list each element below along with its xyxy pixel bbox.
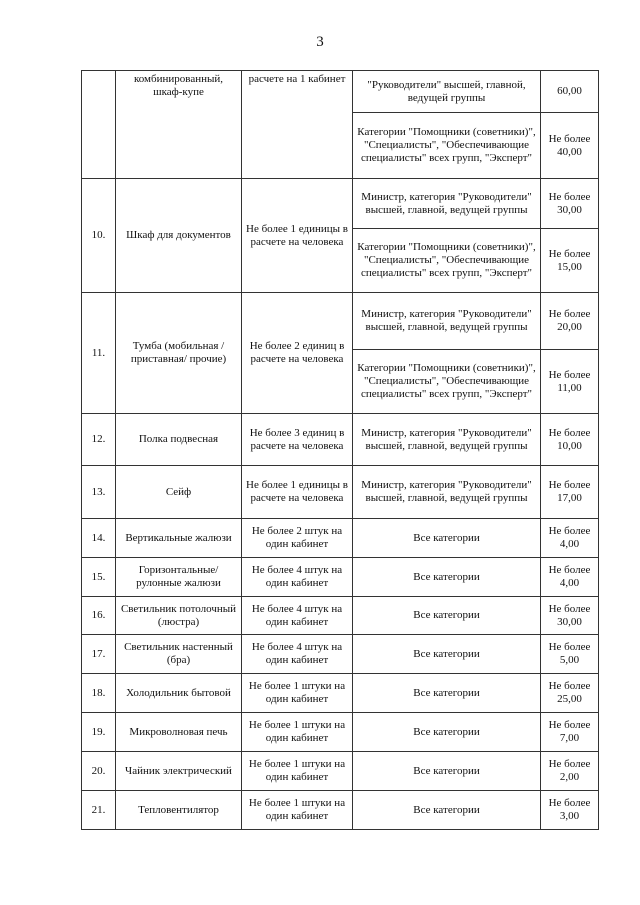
item-number: 12. xyxy=(81,413,116,466)
item-number: 14. xyxy=(81,518,116,558)
table-row: Категории "Помощники (советники)", "Спец… xyxy=(82,112,599,179)
item-name: Светильник потолочный (люстра) xyxy=(115,596,242,635)
table-row: 10. Шкаф для документов Не более 1 единицы… xyxy=(81,178,599,293)
item-number: 11. xyxy=(81,292,116,414)
item-category: Все категории xyxy=(352,712,541,752)
item-price: Не более 17,00 xyxy=(540,465,599,519)
item-number: 20. xyxy=(81,751,116,791)
item-number: 10. xyxy=(81,178,116,293)
item-name: Микроволновая печь xyxy=(115,712,242,752)
item-price: Не более 15,00 xyxy=(540,228,599,293)
item-price: Не более 11,00 xyxy=(540,349,599,414)
item-price: Не более 4,00 xyxy=(540,557,599,597)
item-price: Не более 20,00 xyxy=(540,292,599,350)
item-price: Не более 25,00 xyxy=(540,673,599,713)
table-row: 17. Светильник настенный (бра) Не более 4 … xyxy=(81,634,599,674)
item-category: Все категории xyxy=(352,751,541,791)
table-row: 18. Холодильник бытовой Не более 1 штуки н… xyxy=(81,673,599,713)
item-price: Не более 10,00 xyxy=(540,413,599,466)
item-price: 60,00 xyxy=(540,70,599,113)
table-row: 21. Тепловентилятор Не более 1 штуки на од… xyxy=(81,790,599,830)
table-row: Категории "Помощники (советники)", "Спец… xyxy=(82,349,599,414)
item-category: Министр, категория "Руководители" высшей… xyxy=(352,178,541,229)
item-norm: Не более 4 штук на один кабинет xyxy=(241,634,353,674)
item-norm: Не более 1 единицы в расчете на человека xyxy=(241,178,353,293)
item-norm: Не более 2 единиц в расчете на человека xyxy=(241,292,353,414)
item-price: Не более 5,00 xyxy=(540,634,599,674)
item-name: комбинированный, шкаф-купе xyxy=(115,70,242,179)
item-category: Все категории xyxy=(352,634,541,674)
item-number: 17. xyxy=(81,634,116,674)
item-number: 15. xyxy=(81,557,116,597)
item-name: Чайник электрический xyxy=(115,751,242,791)
item-price: Не более 30,00 xyxy=(540,178,599,229)
item-norm: Не более 4 штук на один кабинет xyxy=(241,557,353,597)
table-row: 11. Тумба (мобильная /приставная/ прочие)… xyxy=(81,292,599,414)
table-row: 16. Светильник потолочный (люстра) Не боле… xyxy=(81,596,599,635)
table-row: 20. Чайник электрический Не более 1 штуки … xyxy=(81,751,599,791)
item-number: 21. xyxy=(81,790,116,830)
item-number: 13. xyxy=(81,465,116,519)
table-row: 14. Вертикальные жалюзи Не более 2 штук на… xyxy=(81,518,599,558)
table-row: 12. Полка подвесная Не более 3 единиц в ра… xyxy=(81,413,599,466)
norms-table: комбинированный, шкаф-купе расчете на 1 к… xyxy=(81,70,599,830)
item-norm: Не более 4 штук на один кабинет xyxy=(241,596,353,635)
table-row: 19. Микроволновая печь Не более 1 штуки на… xyxy=(81,712,599,752)
table-row: комбинированный, шкаф-купе расчете на 1 к… xyxy=(81,70,599,179)
item-price: Не более 2,00 xyxy=(540,751,599,791)
item-price: Не более 4,00 xyxy=(540,518,599,558)
item-number: 16. xyxy=(81,596,116,635)
item-category: Министр, категория "Руководители" высшей… xyxy=(352,465,541,519)
item-category: Все категории xyxy=(352,596,541,635)
item-name: Холодильник бытовой xyxy=(115,673,242,713)
item-norm: Не более 1 штуки на один кабинет xyxy=(241,712,353,752)
item-price: Не более 7,00 xyxy=(540,712,599,752)
item-category: Категории "Помощники (советники)", "Спец… xyxy=(352,112,541,179)
item-norm: Не более 1 штуки на один кабинет xyxy=(241,790,353,830)
item-name: Светильник настенный (бра) xyxy=(115,634,242,674)
item-price: Не более 30,00 xyxy=(540,596,599,635)
item-category: "Руководители" высшей, главной, ведущей … xyxy=(352,70,541,113)
table-row: Категории "Помощники (советники)", "Спец… xyxy=(82,228,599,293)
item-name: Шкаф для документов xyxy=(115,178,242,293)
item-price: Не более 40,00 xyxy=(540,112,599,179)
item-category: Все категории xyxy=(352,673,541,713)
item-category: Все категории xyxy=(352,790,541,830)
item-norm: расчете на 1 кабинет xyxy=(241,70,353,179)
item-name: Сейф xyxy=(115,465,242,519)
item-name: Вертикальные жалюзи xyxy=(115,518,242,558)
item-category: Категории "Помощники (советники)", "Спец… xyxy=(352,349,541,414)
item-category: Министр, категория "Руководители" высшей… xyxy=(352,413,541,466)
item-number xyxy=(81,70,116,179)
item-norm: Не более 3 единиц в расчете на человека xyxy=(241,413,353,466)
item-norm: Не более 1 штуки на один кабинет xyxy=(241,673,353,713)
item-norm: Не более 1 штуки на один кабинет xyxy=(241,751,353,791)
item-category: Категории "Помощники (советники)", "Спец… xyxy=(352,228,541,293)
item-norm: Не более 1 единицы в расчете на человека xyxy=(241,465,353,519)
item-category: Все категории xyxy=(352,518,541,558)
page-number: 3 xyxy=(316,34,324,50)
item-number: 18. xyxy=(81,673,116,713)
item-name: Тепловентилятор xyxy=(115,790,242,830)
item-norm: Не более 2 штук на один кабинет xyxy=(241,518,353,558)
item-category: Все категории xyxy=(352,557,541,597)
item-category: Министр, категория "Руководители" высшей… xyxy=(352,292,541,350)
table-row: 15. Горизонтальные/ рулонные жалюзи Не бол… xyxy=(81,557,599,597)
item-name: Полка подвесная xyxy=(115,413,242,466)
item-name: Горизонтальные/ рулонные жалюзи xyxy=(115,557,242,597)
item-number: 19. xyxy=(81,712,116,752)
table-row: 13. Сейф Не более 1 единицы в расчете на ч… xyxy=(81,465,599,519)
item-price: Не более 3,00 xyxy=(540,790,599,830)
item-name: Тумба (мобильная /приставная/ прочие) xyxy=(115,292,242,414)
